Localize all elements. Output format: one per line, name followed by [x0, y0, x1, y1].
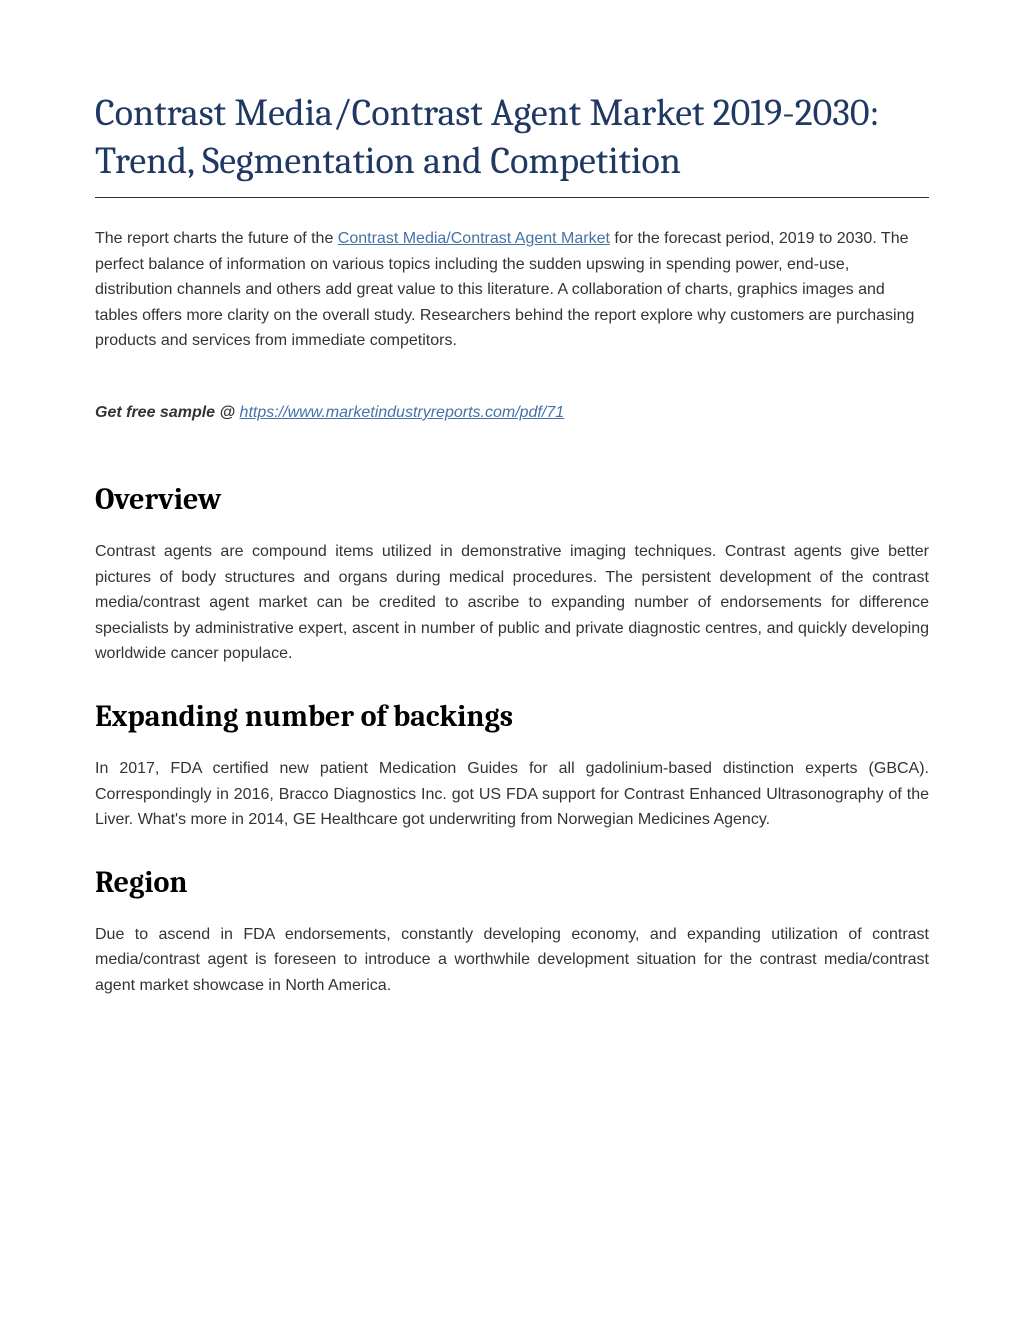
sample-link[interactable]: https://www.marketindustryreports.com/pd… [240, 404, 565, 421]
intro-text-before: The report charts the future of the [95, 230, 338, 247]
document-title: Contrast Media/Contrast Agent Market 201… [95, 90, 929, 198]
region-body: Due to ascend in FDA endorsements, const… [95, 922, 929, 999]
intro-text-after: for the forecast period, 2019 to 2030. T… [95, 230, 914, 349]
overview-heading: Overview [95, 482, 929, 517]
sample-label: Get free sample @ [95, 404, 240, 421]
overview-body: Contrast agents are compound items utili… [95, 539, 929, 667]
sample-line: Get free sample @ https://www.marketindu… [95, 404, 929, 422]
region-heading: Region [95, 865, 929, 900]
backings-body: In 2017, FDA certified new patient Medic… [95, 756, 929, 833]
backings-heading: Expanding number of backings [95, 699, 929, 734]
intro-paragraph: The report charts the future of the Cont… [95, 226, 929, 354]
contrast-market-link[interactable]: Contrast Media/Contrast Agent Market [338, 230, 610, 247]
